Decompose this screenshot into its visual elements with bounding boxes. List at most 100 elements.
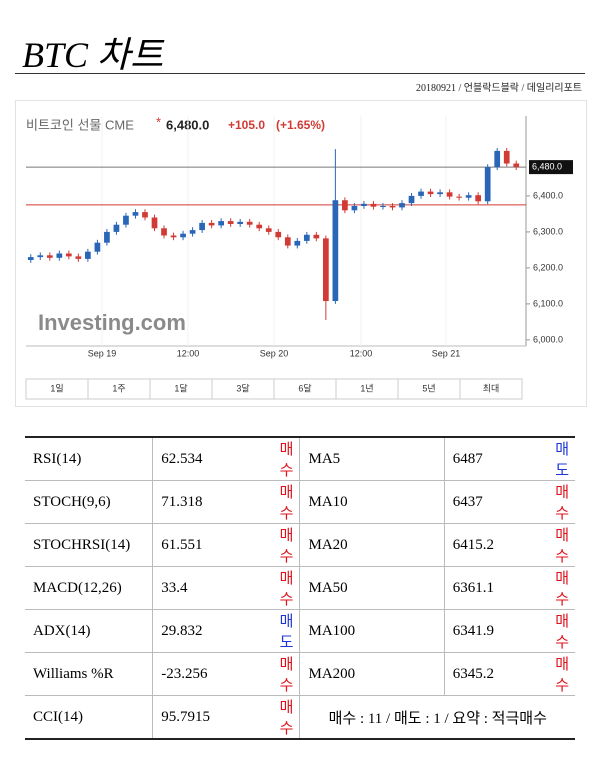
table-cell: 29.832 bbox=[152, 609, 266, 653]
table-cell: 매수 bbox=[536, 523, 575, 567]
candle-body bbox=[65, 253, 72, 257]
table-row: CCI(14) 95.7915 매수 매수 : 11 / 매도 : 1 / 요약 : … bbox=[25, 695, 575, 740]
instrument: 비트코인 선물 CME bbox=[26, 117, 134, 132]
table-cell: Williams %R bbox=[25, 652, 153, 696]
candle-body bbox=[294, 240, 301, 246]
x-tick-label: Sep 20 bbox=[260, 348, 289, 358]
indicator-table: RSI(14) 62.534 매수 MA5 6487 매도 STOCH(9,6) 71.318… bbox=[25, 436, 575, 740]
candle-body bbox=[513, 163, 520, 168]
table-cell: RSI(14) bbox=[25, 436, 153, 481]
candle-body bbox=[170, 235, 177, 238]
table-cell: ADX(14) bbox=[25, 609, 153, 653]
last-price-label: 6,480.0 bbox=[532, 161, 562, 171]
table-cell: 6345.2 bbox=[443, 652, 537, 696]
y-tick-label: 6,000.0 bbox=[533, 334, 563, 344]
candle-body bbox=[123, 215, 129, 225]
table-row: STOCH(9,6) 71.318 매수 MA10 6437 매수 bbox=[25, 480, 575, 524]
candle-body bbox=[323, 238, 329, 302]
candle-body bbox=[46, 255, 53, 258]
candle-body bbox=[303, 234, 310, 241]
candle-body bbox=[161, 228, 167, 236]
candle-body bbox=[246, 221, 253, 225]
candle-body bbox=[37, 255, 44, 258]
candle-body bbox=[56, 253, 63, 258]
table-cell: MA5 bbox=[299, 436, 445, 481]
table-cell: MA200 bbox=[299, 652, 445, 696]
candle-body bbox=[313, 234, 320, 239]
y-tick-label: 6,300.0 bbox=[533, 226, 563, 236]
range-button-label: 1일 bbox=[50, 383, 63, 393]
table-cell: 매수 bbox=[265, 652, 300, 696]
table-cell: MA100 bbox=[299, 609, 445, 653]
table-cell: 매도 bbox=[536, 436, 575, 481]
range-button-label: 1달 bbox=[174, 382, 187, 393]
candle-body bbox=[399, 203, 405, 208]
last-price-box bbox=[529, 160, 573, 175]
candle-body bbox=[446, 192, 453, 197]
table-cell: 6415.2 bbox=[443, 523, 537, 567]
change-pct: (+1.65%) bbox=[276, 118, 325, 132]
candle-body bbox=[465, 195, 472, 198]
range-button-label: 1주 bbox=[112, 383, 125, 393]
candle-body bbox=[199, 222, 205, 231]
candle-body bbox=[104, 231, 110, 243]
table-cell: 61.551 bbox=[152, 523, 266, 567]
candle-body bbox=[503, 150, 510, 164]
table-cell: 매수 bbox=[265, 523, 300, 567]
table-row: ADX(14) 29.832 매도 MA100 6341.9 매수 bbox=[25, 609, 575, 653]
range-button-label: 3달 bbox=[236, 382, 249, 393]
table-cell: 매수 bbox=[536, 652, 575, 696]
y-tick-label: 6,200.0 bbox=[533, 262, 563, 272]
table-row: STOCHRSI(14) 61.551 매수 MA20 6415.2 매수 bbox=[25, 523, 575, 567]
table-cell: MACD(12,26) bbox=[25, 566, 153, 610]
candle-body bbox=[218, 221, 224, 226]
candle-body bbox=[351, 205, 358, 211]
table-cell: MA50 bbox=[299, 566, 445, 610]
candle-body bbox=[275, 231, 282, 238]
candle-body bbox=[418, 191, 424, 196]
candle-body bbox=[142, 212, 148, 218]
x-tick-label: Sep 19 bbox=[88, 348, 117, 358]
candle-body bbox=[256, 224, 263, 229]
table-cell: STOCHRSI(14) bbox=[25, 523, 153, 567]
candle-body bbox=[380, 205, 386, 207]
candle-body bbox=[284, 237, 291, 246]
table-cell: 매수 : 11 / 매도 : 1 / 요약 : 적극매수 bbox=[299, 695, 575, 740]
candle-body bbox=[151, 217, 158, 229]
divider bbox=[15, 73, 585, 74]
table-cell: 매도 bbox=[265, 609, 300, 653]
candle-body bbox=[94, 242, 101, 252]
table-cell: 95.7915 bbox=[152, 695, 266, 740]
table-cell: MA20 bbox=[299, 523, 445, 567]
candle-body bbox=[132, 212, 139, 216]
candle-body bbox=[484, 167, 491, 202]
candle-body bbox=[361, 203, 367, 206]
candle-body bbox=[27, 257, 34, 260]
candle-body bbox=[456, 196, 462, 198]
candle-body bbox=[475, 195, 482, 202]
table-cell: CCI(14) bbox=[25, 695, 153, 740]
x-tick-label: Sep 21 bbox=[432, 348, 461, 358]
candle-body bbox=[342, 200, 348, 211]
table-cell: 매수 bbox=[536, 480, 575, 524]
candle-body bbox=[408, 195, 415, 204]
range-button-label: 5년 bbox=[422, 383, 435, 393]
y-tick-label: 6,100.0 bbox=[533, 298, 563, 308]
table-cell: 33.4 bbox=[152, 566, 266, 610]
table-row: RSI(14) 62.534 매수 MA5 6487 매도 bbox=[25, 436, 575, 481]
range-button-label: 1년 bbox=[360, 383, 373, 393]
candle-body bbox=[332, 200, 339, 302]
table-cell: 6361.1 bbox=[443, 566, 537, 610]
range-button[interactable] bbox=[459, 378, 523, 400]
candle-body bbox=[85, 251, 91, 259]
table-cell: 매수 bbox=[265, 436, 300, 481]
x-tick-label: 12:00 bbox=[350, 348, 373, 358]
candle-body bbox=[180, 233, 186, 238]
candle-body bbox=[237, 221, 244, 224]
candle-body bbox=[227, 221, 234, 224]
table-cell: STOCH(9,6) bbox=[25, 480, 153, 524]
table-cell: 6341.9 bbox=[443, 609, 537, 653]
table-row: Williams %R -23.256 매수 MA200 6345.2 매수 bbox=[25, 652, 575, 696]
candle-body bbox=[437, 192, 443, 195]
